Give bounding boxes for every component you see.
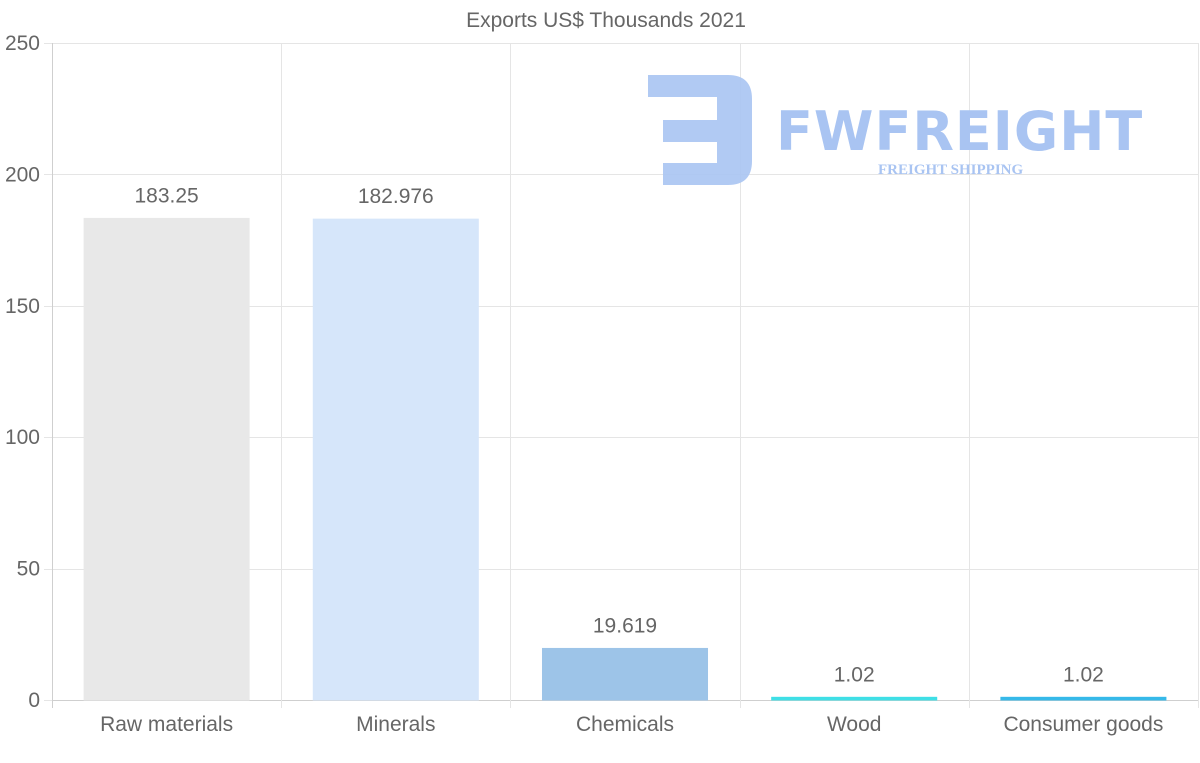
x-tick-label: Minerals	[356, 713, 435, 736]
x-tick-label: Wood	[827, 713, 881, 736]
x-tick-label: Chemicals	[576, 713, 674, 736]
y-axis-ticks: 0 50 100 150 200 250	[5, 32, 40, 712]
data-label: 19.619	[593, 614, 657, 637]
data-label: 1.02	[834, 663, 875, 686]
y-tick-label: 0	[28, 689, 40, 712]
watermark-brand: FWFREIGHT	[776, 100, 1143, 163]
bar-chemicals	[541, 647, 709, 701]
bar-consumer-goods	[1000, 696, 1167, 701]
watermark-logo: FWFREIGHT FREIGHT SHIPPING	[648, 75, 1143, 185]
x-axis-ticks: Raw materials Minerals Chemicals Wood Consum…	[100, 713, 1163, 736]
data-label: 1.02	[1063, 663, 1104, 686]
data-labels: 183.25 182.976 19.619 1.02 1.02	[134, 184, 1103, 686]
chart-title: Exports US$ Thousands 2021	[466, 9, 746, 32]
bar-wood	[771, 696, 938, 701]
y-tick-label: 100	[5, 426, 40, 449]
y-tick-label: 50	[17, 558, 40, 581]
x-tick-label: Consumer goods	[1003, 713, 1163, 736]
watermark-tagline: FREIGHT SHIPPING	[878, 162, 1023, 178]
bars	[83, 217, 1167, 701]
data-label: 183.25	[134, 184, 198, 207]
data-label: 182.976	[358, 185, 434, 208]
fw-logo-icon	[648, 75, 752, 185]
y-tick-label: 250	[5, 32, 40, 55]
bar-raw-materials	[83, 217, 250, 701]
x-tick-label: Raw materials	[100, 713, 233, 736]
bar-minerals	[312, 218, 479, 701]
y-tick-label: 200	[5, 163, 40, 186]
y-tick-label: 150	[5, 295, 40, 318]
